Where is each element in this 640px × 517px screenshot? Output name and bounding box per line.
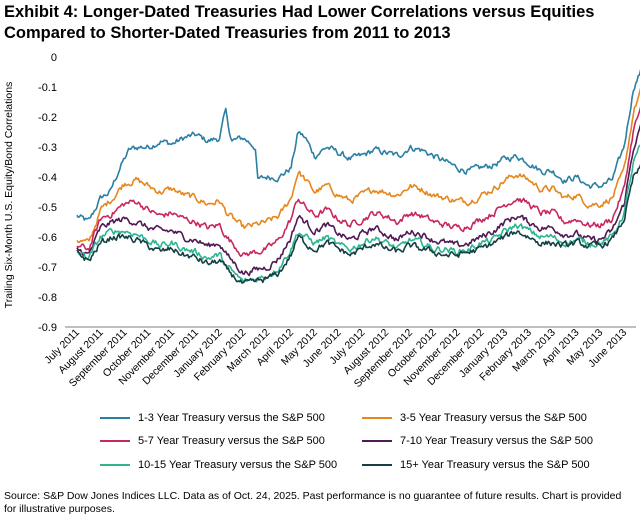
legend-item-5-7yr: 5-7 Year Treasury versus the S&P 500 (100, 435, 325, 447)
y-tick-label: -0.4 (38, 172, 57, 184)
series-line-5 (76, 164, 640, 284)
legend-item-3-5yr: 3-5 Year Treasury versus the S&P 500 (362, 412, 587, 424)
legend-label: 15+ Year Treasury versus the S&P 500 (400, 459, 590, 471)
y-tick-label: -0.7 (38, 262, 57, 274)
y-tick-label: -0.6 (38, 232, 57, 244)
y-tick-label: -0.2 (38, 112, 57, 124)
legend-label: 1-3 Year Treasury versus the S&P 500 (138, 412, 325, 424)
legend-swatch (362, 440, 392, 442)
y-tick-label: 0 (51, 52, 57, 64)
legend-swatch (100, 440, 130, 442)
y-tick-label: -0.9 (38, 322, 57, 334)
legend-label: 5-7 Year Treasury versus the S&P 500 (138, 435, 325, 447)
legend-item-10-15yr: 10-15 Year Treasury versus the S&P 500 (100, 459, 337, 471)
y-axis-ticks: 0 -0.1 -0.2 -0.3 -0.4 -0.5 -0.6 -0.7 -0.8 -0.9 (38, 52, 57, 334)
legend-item-7-10yr: 7-10 Year Treasury versus the S&P 500 (362, 435, 593, 447)
legend-swatch (100, 464, 130, 466)
y-tick-label: -0.8 (38, 292, 57, 304)
legend-label: 3-5 Year Treasury versus the S&P 500 (400, 412, 587, 424)
series-line-1 (76, 87, 640, 244)
chart-title: Exhibit 4: Longer-Dated Treasuries Had L… (4, 3, 595, 42)
source-note: Source: S&P Dow Jones Indices LLC. Data … (4, 490, 622, 515)
legend-swatch (362, 417, 392, 419)
legend-item-1-3yr: 1-3 Year Treasury versus the S&P 500 (100, 412, 325, 424)
legend-swatch (100, 417, 130, 419)
legend-label: 7-10 Year Treasury versus the S&P 500 (400, 435, 594, 447)
series-line-2 (76, 106, 640, 257)
series-line-4 (76, 144, 640, 283)
series-line-3 (76, 124, 640, 277)
series-line-0 (76, 69, 640, 221)
series-lines (76, 69, 640, 284)
line-chart: 0 -0.1 -0.2 -0.3 -0.4 -0.5 -0.6 -0.7 -0.8 -0.9 Ju… (38, 52, 640, 390)
legend-item-15plus-yr: 15+ Year Treasury versus the S&P 500 (362, 459, 590, 471)
y-tick-label: -0.5 (38, 202, 57, 214)
y-tick-label: -0.3 (38, 142, 57, 154)
legend-label: 10-15 Year Treasury versus the S&P 500 (138, 459, 338, 471)
legend-swatch (362, 464, 392, 466)
y-tick-label: -0.1 (38, 82, 57, 94)
